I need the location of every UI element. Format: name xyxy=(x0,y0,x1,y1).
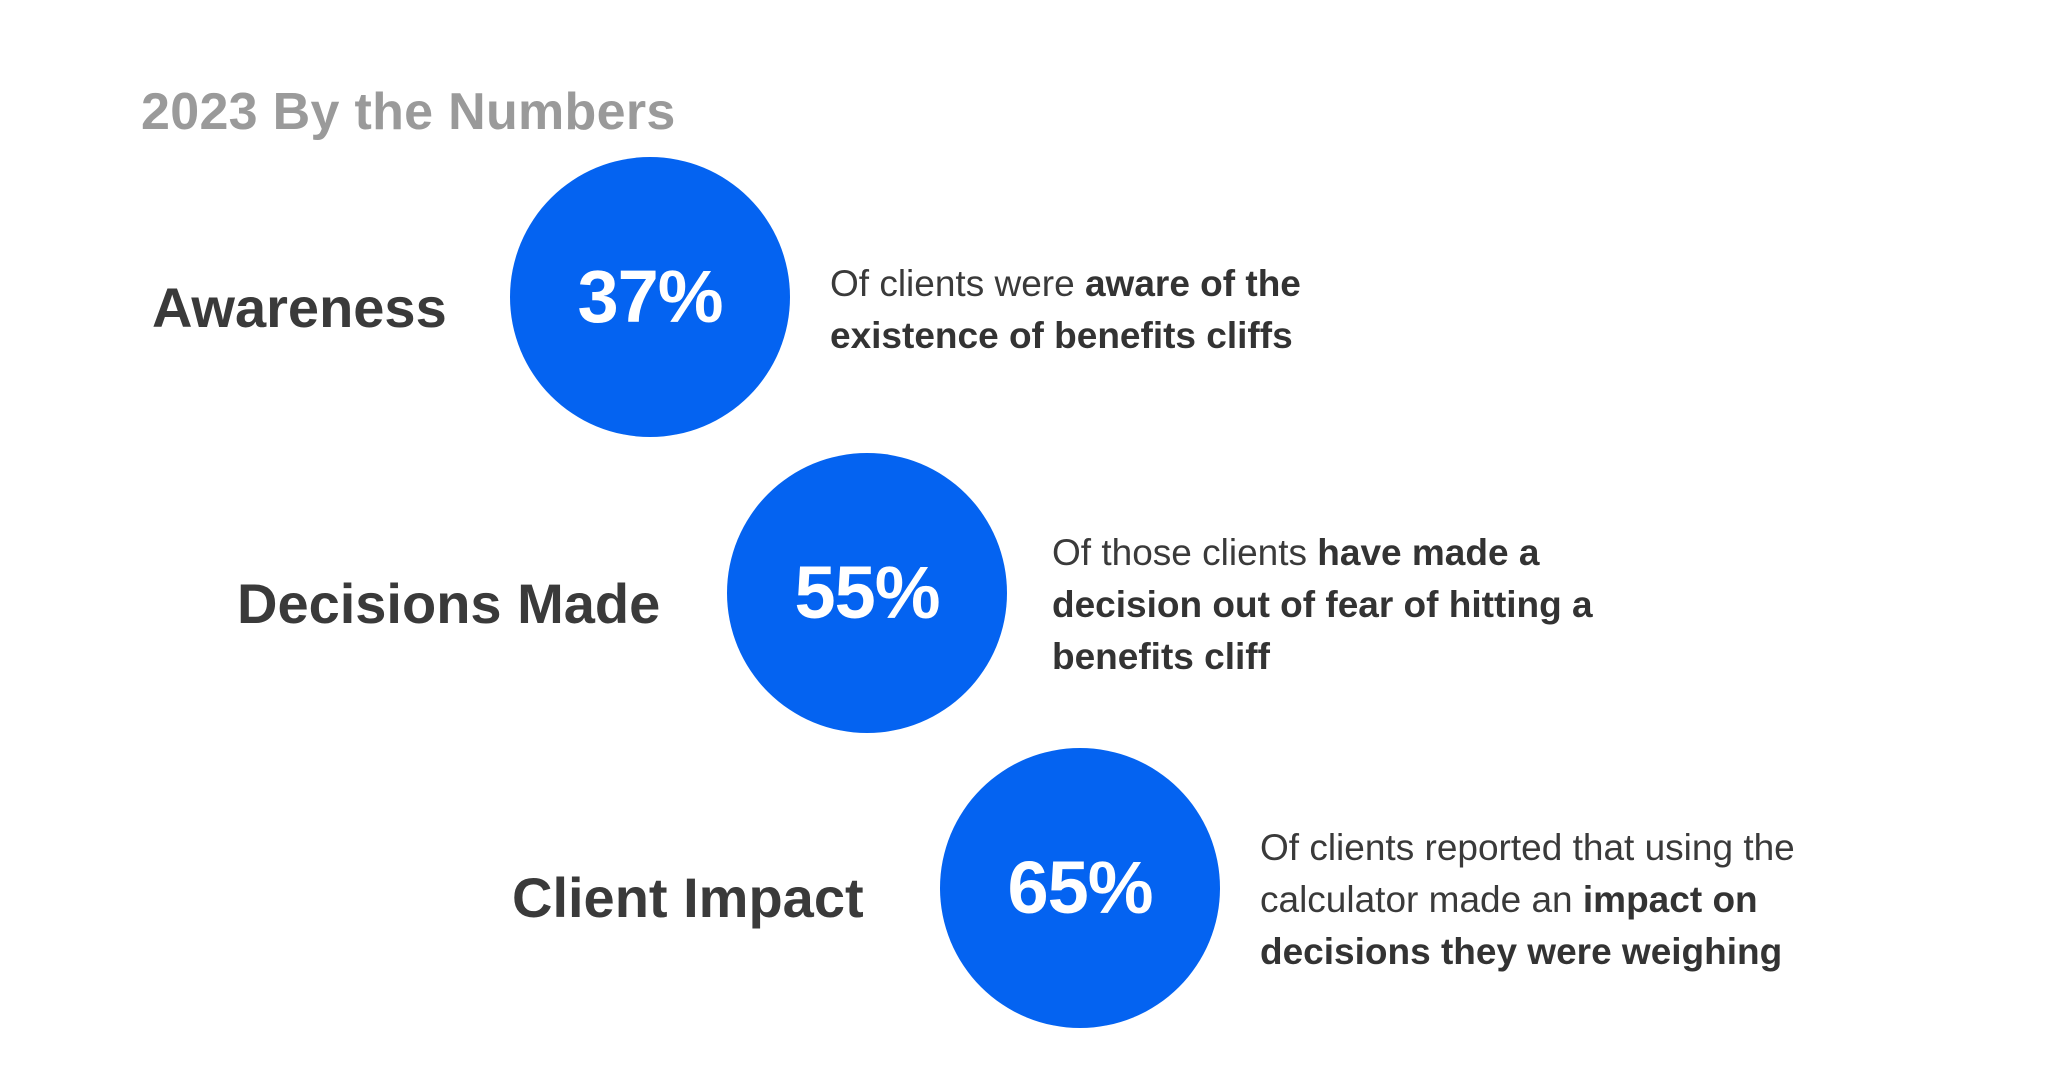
stat-circle-client-impact: 65% xyxy=(940,748,1220,1028)
desc-emphasis-client-impact: impact on decisions they were weighing xyxy=(1260,879,1783,972)
stat-value-decisions-made: 55% xyxy=(794,551,940,634)
page-title: 2023 By the Numbers xyxy=(141,83,676,141)
stat-value-awareness: 37% xyxy=(577,255,723,338)
row-label-decisions-made: Decisions Made xyxy=(237,572,661,635)
stat-description-decisions-made: Of those clients have made a decision ou… xyxy=(1052,527,1642,683)
desc-text-client-impact: Of clients reported that using the calcu… xyxy=(1260,827,1795,920)
desc-emphasis-awareness: aware of the existence of benefits cliff… xyxy=(830,263,1301,356)
stat-circle-awareness: 37% xyxy=(510,157,790,437)
stat-value-client-impact: 65% xyxy=(1007,846,1153,929)
row-label-client-impact: Client Impact xyxy=(512,866,864,929)
desc-text-decisions-made: Of those clients xyxy=(1052,532,1318,573)
desc-text-awareness: Of clients were xyxy=(830,263,1085,304)
stat-circle-decisions-made: 55% xyxy=(727,453,1007,733)
desc-emphasis-decisions-made: have made a decision out of fear of hitt… xyxy=(1052,532,1593,677)
stat-description-client-impact: Of clients reported that using the calcu… xyxy=(1260,822,1885,978)
stat-description-awareness: Of clients were aware of the existence o… xyxy=(830,258,1390,362)
row-label-awareness: Awareness xyxy=(152,276,447,339)
